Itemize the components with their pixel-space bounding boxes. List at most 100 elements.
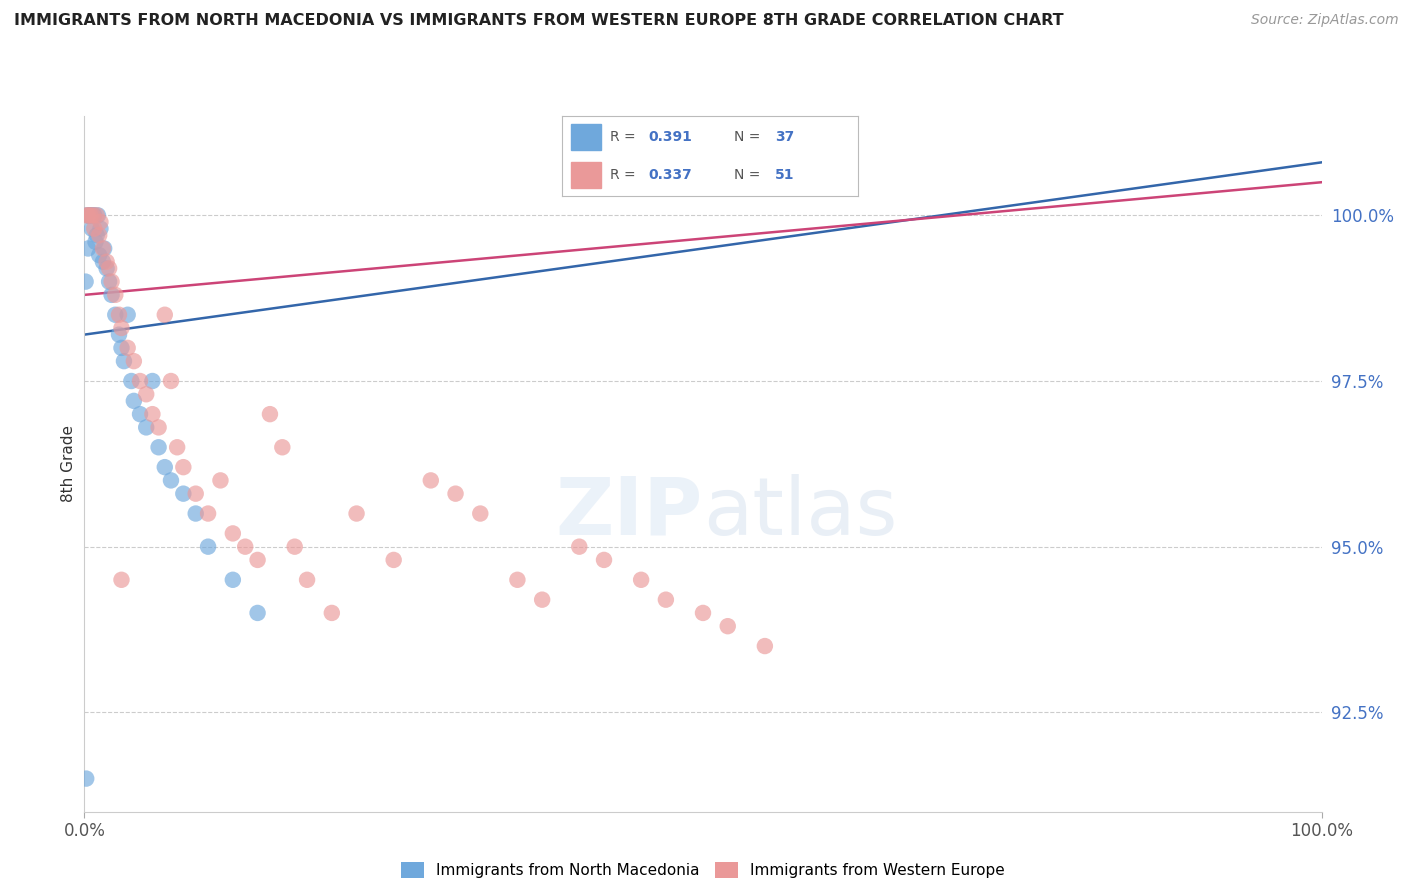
Point (79, 208, 101, 222)
Point (89, 228, 111, 243)
Point (153, 308, 176, 322)
Point (89, 221, 111, 235)
Point (112, 354, 135, 368)
Point (120, 374, 142, 388)
Text: 37: 37 (775, 130, 794, 144)
Point (82, 208, 104, 222)
Point (100, 288, 122, 302)
Point (630, 573, 652, 587)
Point (117, 308, 139, 322)
Point (295, 573, 318, 587)
Point (80, 221, 103, 235)
Point (153, 460, 176, 475)
Point (100, 275, 122, 289)
Point (77, 242, 100, 256)
Point (271, 440, 294, 454)
Text: N =: N = (734, 168, 765, 182)
Point (89, 248, 111, 262)
Text: 0.391: 0.391 (648, 130, 692, 144)
Point (222, 526, 245, 541)
Point (246, 606, 269, 620)
Point (197, 540, 219, 554)
Point (108, 327, 131, 342)
Point (96, 261, 118, 276)
Point (110, 321, 132, 335)
Point (83, 208, 105, 222)
Point (692, 606, 714, 620)
Point (141, 374, 163, 388)
Point (79, 208, 101, 222)
Point (184, 486, 207, 500)
Point (98, 261, 121, 276)
Point (108, 308, 131, 322)
Point (122, 354, 145, 368)
Point (655, 592, 678, 607)
Point (110, 573, 132, 587)
Point (717, 619, 740, 633)
Point (98, 275, 121, 289)
Point (259, 407, 281, 421)
Point (160, 474, 183, 488)
Text: R =: R = (610, 168, 640, 182)
Point (172, 486, 194, 500)
Point (82, 208, 104, 222)
Point (321, 606, 343, 620)
Point (160, 374, 183, 388)
Point (87, 208, 110, 222)
Text: atlas: atlas (703, 474, 897, 551)
Point (148, 420, 170, 434)
Point (77, 208, 100, 222)
Y-axis label: 8th Grade: 8th Grade (60, 425, 76, 502)
Point (91, 242, 114, 256)
FancyBboxPatch shape (571, 161, 600, 188)
Point (470, 507, 492, 521)
Point (104, 288, 127, 302)
Point (419, 474, 441, 488)
Point (110, 341, 132, 355)
Point (444, 486, 467, 500)
Point (382, 553, 405, 567)
Point (166, 440, 188, 454)
Point (91, 254, 114, 268)
Point (129, 374, 152, 388)
Point (141, 407, 163, 421)
Point (86, 208, 108, 222)
Point (75, 275, 97, 289)
Text: ZIP: ZIP (555, 474, 703, 551)
Point (93, 242, 115, 256)
Point (122, 393, 145, 408)
Point (86, 228, 108, 243)
Point (76, 208, 98, 222)
Point (135, 387, 157, 401)
Point (184, 507, 207, 521)
Text: Source: ZipAtlas.com: Source: ZipAtlas.com (1251, 13, 1399, 28)
Point (233, 540, 256, 554)
Point (246, 553, 269, 567)
Point (172, 460, 194, 475)
Point (197, 507, 219, 521)
Text: N =: N = (734, 130, 765, 144)
Point (79, 208, 101, 222)
Point (222, 573, 245, 587)
Text: 51: 51 (775, 168, 794, 182)
Legend: Immigrants from North Macedonia, Immigrants from Western Europe: Immigrants from North Macedonia, Immigra… (395, 856, 1011, 884)
FancyBboxPatch shape (571, 124, 600, 151)
Point (117, 341, 139, 355)
Point (284, 540, 307, 554)
Point (506, 573, 529, 587)
Point (104, 308, 127, 322)
Text: IMMIGRANTS FROM NORTH MACEDONIA VS IMMIGRANTS FROM WESTERN EUROPE 8TH GRADE CORR: IMMIGRANTS FROM NORTH MACEDONIA VS IMMIG… (14, 13, 1064, 29)
Text: 0.337: 0.337 (648, 168, 692, 182)
Point (76, 208, 98, 222)
Point (346, 507, 368, 521)
Point (754, 639, 776, 653)
Point (531, 592, 554, 607)
Text: R =: R = (610, 130, 640, 144)
Point (209, 474, 232, 488)
Point (89, 215, 111, 229)
Point (135, 420, 157, 434)
Point (129, 407, 152, 421)
Point (568, 540, 591, 554)
Point (96, 254, 118, 268)
Point (84, 235, 107, 249)
